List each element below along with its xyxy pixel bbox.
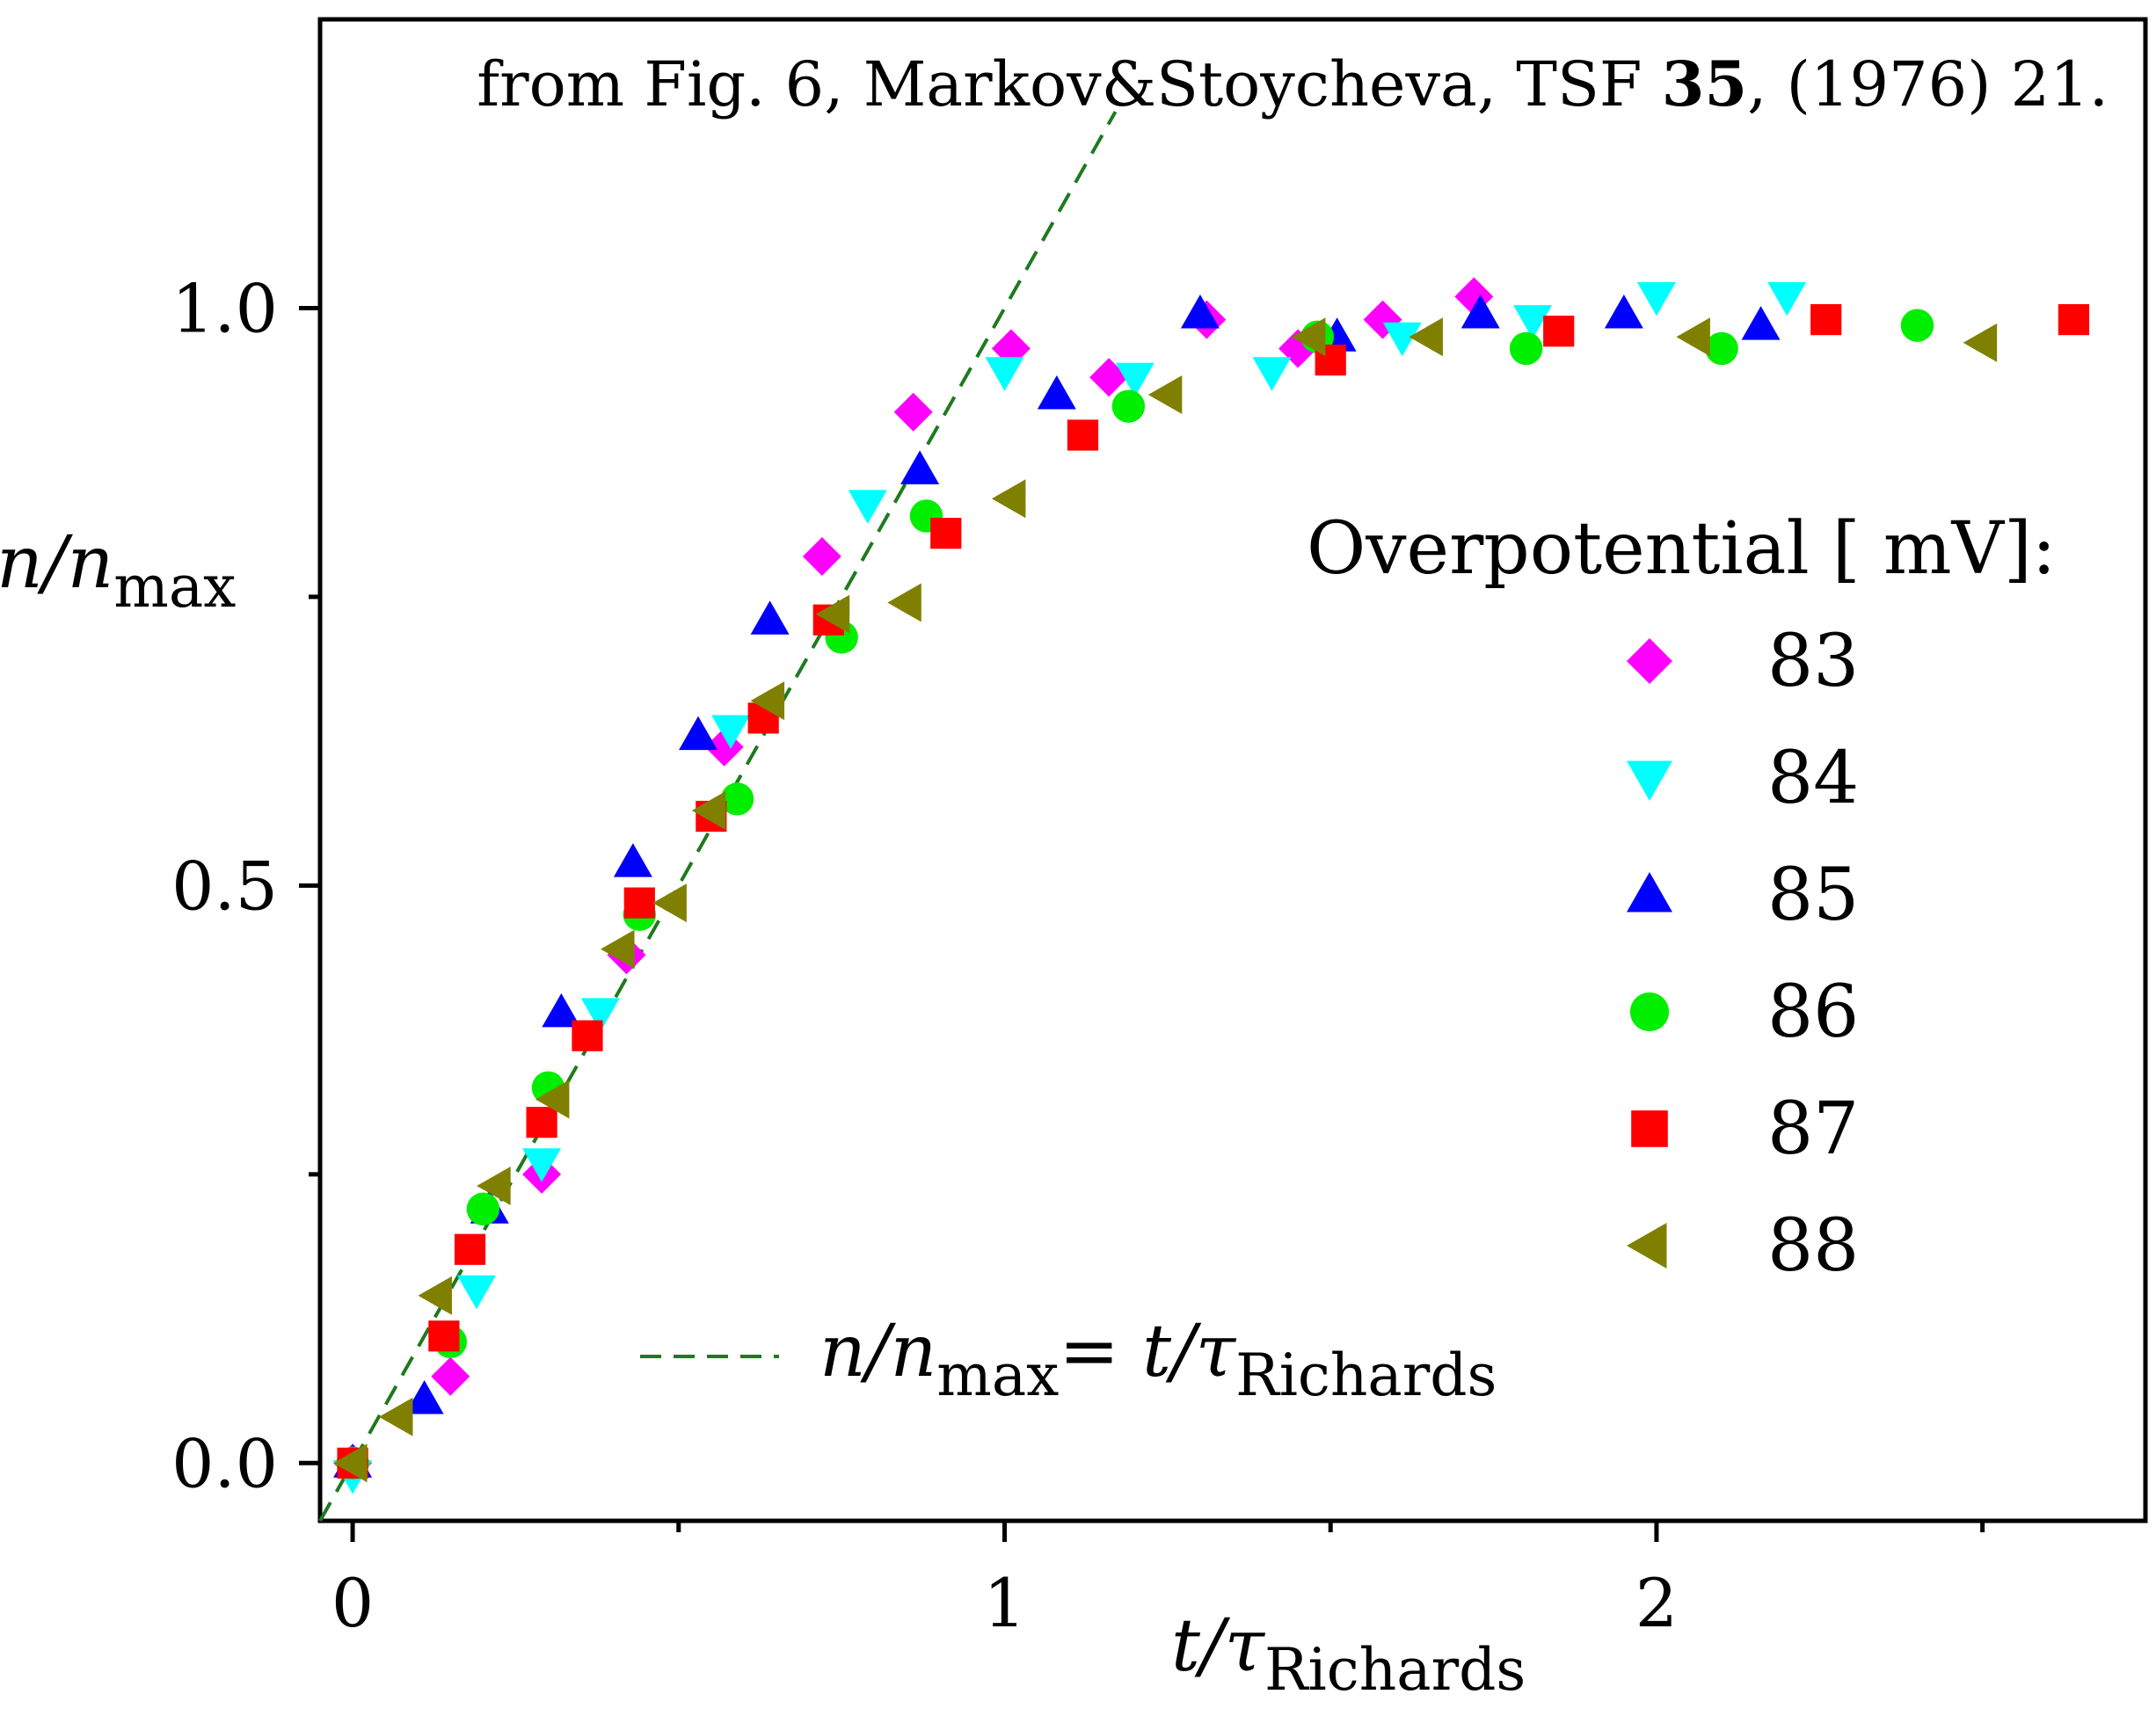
data-point: [848, 490, 887, 524]
data-point: [1460, 294, 1500, 329]
data-point: [1900, 309, 1934, 342]
data-point: [1810, 304, 1842, 336]
data-point: [2058, 304, 2090, 336]
x-axis-label: t/τRichards: [1171, 1604, 1526, 1704]
data-point: [711, 715, 751, 750]
data-markers: [333, 277, 2090, 1494]
data-point: [1111, 389, 1146, 423]
data-point: [1767, 281, 1807, 316]
data-point: [1037, 375, 1076, 410]
data-point: [1291, 317, 1326, 357]
data-point: [750, 681, 785, 721]
data-point: [456, 1275, 496, 1310]
legend-label: 84: [1767, 737, 1859, 820]
data-point: [1543, 316, 1575, 347]
data-point: [887, 583, 921, 622]
data-point: [526, 1107, 557, 1138]
legend-item: 83: [1627, 620, 1859, 703]
series-88: [333, 317, 1998, 1483]
data-point: [985, 357, 1024, 391]
data-point: [580, 998, 620, 1032]
data-point: [535, 1080, 570, 1119]
data-point: [1705, 331, 1738, 366]
legend-marker: [1631, 1110, 1668, 1147]
data-point: [991, 479, 1026, 519]
legend-item: 84: [1627, 737, 1859, 820]
data-point: [930, 518, 962, 549]
data-point: [418, 1276, 452, 1315]
y-tick-label: 0.5: [171, 847, 278, 925]
series-86: [336, 309, 1934, 1480]
legend-label: 83: [1767, 620, 1859, 703]
data-point: [720, 782, 754, 816]
y-axis-label: n/nmax: [0, 521, 236, 621]
data-point: [652, 883, 687, 923]
data-point: [691, 790, 726, 830]
data-point: [1963, 323, 1998, 362]
legend-marker: [1627, 872, 1672, 913]
data-point: [802, 536, 841, 576]
data-point: [428, 1320, 460, 1352]
x-tick-label: 0: [331, 1564, 374, 1642]
data-point: [378, 1397, 413, 1436]
data-point: [1067, 419, 1099, 451]
data-point: [613, 843, 652, 877]
legend-label: 87: [1767, 1087, 1859, 1171]
legend-marker: [1627, 760, 1672, 801]
data-point: [1604, 294, 1643, 329]
data-point: [466, 1192, 500, 1225]
legend-title: Overpotential [ mV]:: [1307, 507, 2056, 591]
data-point: [1513, 305, 1553, 339]
series-85: [333, 294, 1781, 1478]
legend-label: 85: [1767, 854, 1859, 937]
legend-label: 86: [1767, 971, 1859, 1054]
data-point: [1509, 331, 1543, 366]
legend: 83 84 85 86 87 88: [1627, 620, 1859, 1288]
axis-ticks: 0 1 2 0.0 0.5 1.0: [171, 269, 1985, 1642]
data-point: [750, 600, 790, 635]
data-point: [1382, 322, 1422, 357]
source-note: from Fig. 6, Markov&Stoycheva, TSF 35, (…: [477, 47, 2109, 120]
data-point: [522, 1148, 562, 1182]
data-point: [1636, 281, 1676, 316]
y-tick-label: 1.0: [171, 269, 278, 347]
plot-frame: [317, 17, 2148, 1523]
data-point: [601, 929, 635, 969]
data-point: [572, 1020, 603, 1051]
series-83: [333, 277, 1494, 1483]
data-point: [1409, 317, 1443, 357]
y-tick-label: 0.0: [171, 1424, 278, 1502]
legend-marker: [1627, 638, 1672, 684]
data-point: [1741, 306, 1781, 340]
data-point: [900, 450, 940, 484]
data-point: [431, 1356, 470, 1396]
data-point: [1676, 317, 1710, 357]
legend-item: 87: [1631, 1087, 1859, 1171]
data-point: [815, 594, 850, 634]
data-point: [404, 1380, 444, 1414]
data-point: [477, 1166, 511, 1205]
legend-marker: [1627, 1223, 1667, 1269]
data-point: [1147, 375, 1183, 414]
data-point: [623, 887, 655, 919]
data-point: [893, 392, 933, 432]
x-tick-label: 1: [983, 1564, 1025, 1642]
legend-label: 88: [1767, 1204, 1859, 1288]
data-point: [1180, 294, 1220, 329]
legend-item: 86: [1629, 971, 1859, 1054]
legend-marker: [1629, 992, 1670, 1032]
legend-item: 88: [1627, 1204, 1859, 1288]
x-tick-label: 2: [1635, 1564, 1678, 1642]
legend-item: 85: [1627, 854, 1859, 937]
legend-line-label: n/nmax= t/τRichards: [819, 1310, 1497, 1409]
data-point: [1115, 362, 1154, 397]
data-point: [1252, 357, 1292, 391]
data-point: [333, 1443, 368, 1483]
data-point: [679, 716, 718, 751]
data-point: [454, 1233, 486, 1265]
data-point: [542, 993, 581, 1028]
